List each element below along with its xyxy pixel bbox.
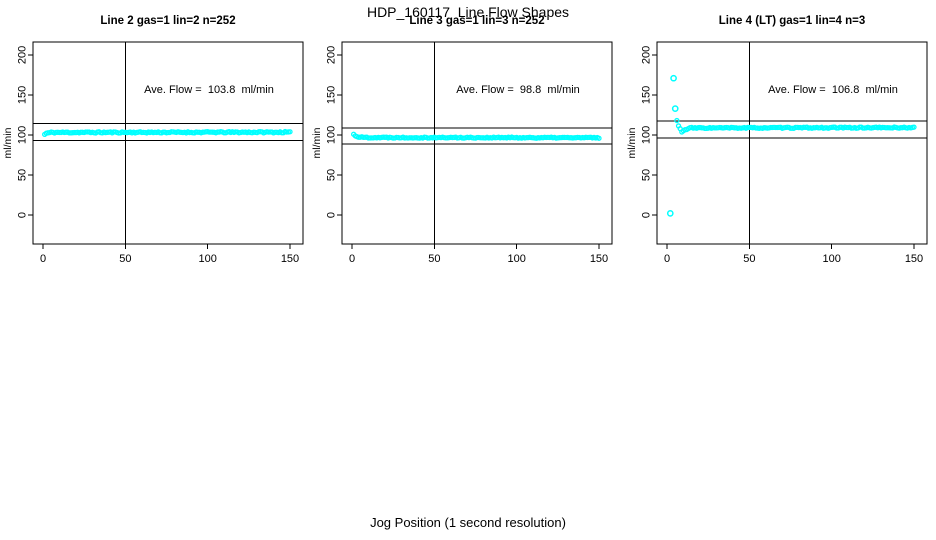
svg-text:0: 0 (326, 212, 338, 218)
svg-text:50: 50 (326, 169, 338, 181)
svg-text:200: 200 (326, 46, 338, 64)
svg-text:150: 150 (641, 86, 653, 104)
svg-text:50: 50 (743, 253, 755, 265)
svg-text:0: 0 (349, 253, 355, 265)
svg-text:50: 50 (17, 169, 29, 181)
svg-text:50: 50 (428, 253, 440, 265)
svg-text:150: 150 (17, 86, 29, 104)
svg-text:100: 100 (326, 126, 338, 144)
main-title: HDP_160117 Line Flow Shapes (366, 4, 570, 20)
svg-text:50: 50 (641, 169, 653, 181)
svg-text:0: 0 (40, 253, 46, 265)
panel-plot-svg: 0 50 100 150 0 50 100 150 200 (641, 41, 928, 265)
svg-text:100: 100 (822, 253, 840, 265)
flow-panel-line3: Line 3 gas=1 lin=3 n=252 Ave. Flow = 98.… (311, 0, 613, 280)
panel-title: Line 3 gas=1 lin=3 n=252 (409, 15, 545, 27)
svg-text:150: 150 (905, 253, 923, 265)
ave-flow-annotation: Ave. Flow = 103.8 ml/min (144, 84, 274, 96)
svg-text:0: 0 (641, 212, 653, 218)
ave-flow-annotation: Ave. Flow = 106.8 ml/min (768, 84, 898, 96)
x-axis-shared-label: Jog Position (1 second resolution) (370, 515, 566, 530)
svg-text:50: 50 (119, 253, 131, 265)
panel-plot-svg: 0 50 100 150 0 50 100 150 200 (326, 41, 613, 265)
svg-text:0: 0 (17, 212, 29, 218)
flow-panel-line4: Line 4 (LT) gas=1 lin=4 n=3 Ave. Flow = … (626, 0, 928, 280)
svg-text:200: 200 (641, 46, 653, 64)
svg-text:150: 150 (590, 253, 608, 265)
panel-title: Line 4 (LT) gas=1 lin=4 n=3 (718, 15, 866, 27)
flow-panel-line2: Line 2 gas=1 lin=2 n=252 Ave. Flow = 103… (2, 0, 304, 280)
svg-text:150: 150 (281, 253, 299, 265)
svg-text:100: 100 (641, 126, 653, 144)
svg-text:0: 0 (664, 253, 670, 265)
svg-text:150: 150 (326, 86, 338, 104)
svg-text:100: 100 (507, 253, 525, 265)
panel-plot-svg: 0 50 100 150 0 50 100 150 200 (17, 41, 304, 265)
svg-text:200: 200 (17, 46, 29, 64)
svg-text:100: 100 (198, 253, 216, 265)
svg-text:100: 100 (17, 126, 29, 144)
panel-title: Line 2 gas=1 lin=2 n=252 (100, 15, 236, 27)
ave-flow-annotation: Ave. Flow = 98.8 ml/min (456, 84, 580, 96)
